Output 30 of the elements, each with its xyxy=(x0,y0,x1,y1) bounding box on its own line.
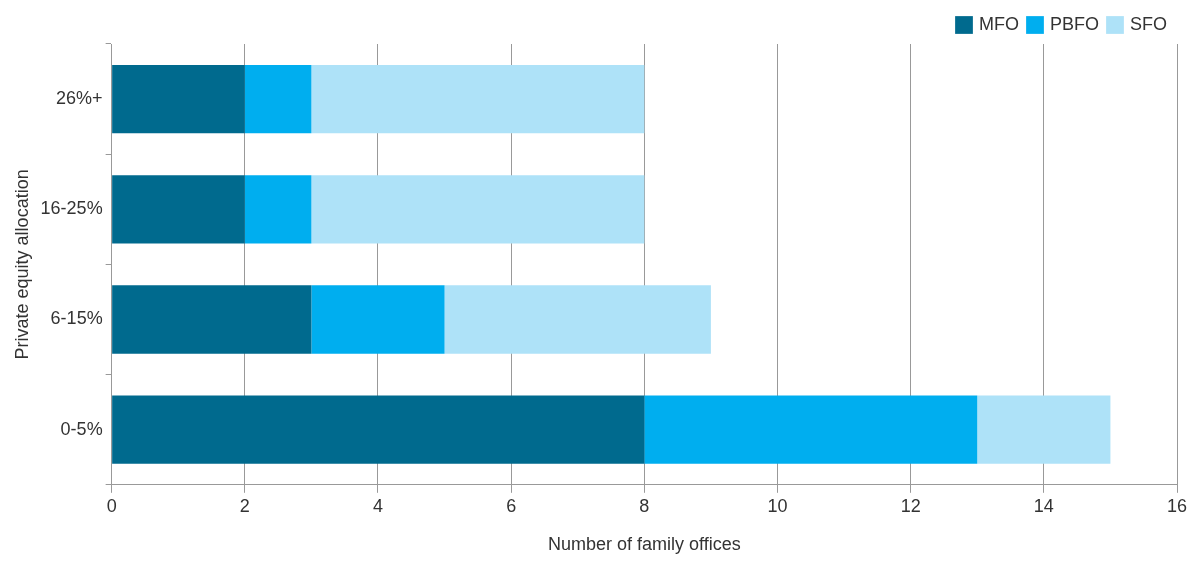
x-tick-label: 8 xyxy=(639,495,650,516)
bar xyxy=(112,395,645,464)
legend-label: MFO xyxy=(979,13,1019,34)
x-tick-label: 2 xyxy=(239,495,250,516)
x-tick-label: 12 xyxy=(900,495,921,516)
x-tick-label: 14 xyxy=(1033,495,1054,516)
x-tick-label: 4 xyxy=(372,495,383,516)
x-tick-label: 0 xyxy=(106,495,117,516)
x-axis-title: Number of family offices xyxy=(547,534,741,555)
bar xyxy=(311,175,645,244)
bar xyxy=(311,285,445,354)
y-tick-label: 16-25% xyxy=(40,198,103,219)
x-tick-label: 6 xyxy=(506,495,517,516)
bar xyxy=(244,175,312,244)
y-axis-title: Private equity allocation xyxy=(11,169,32,360)
bar xyxy=(112,285,312,354)
x-tick-label: 10 xyxy=(767,495,788,516)
legend-label: PBFO xyxy=(1049,13,1100,34)
bar xyxy=(112,64,245,134)
y-tick-label: 0-5% xyxy=(60,418,103,439)
bar xyxy=(112,175,245,244)
y-tick-label: 6-15% xyxy=(50,308,103,329)
bar xyxy=(444,285,711,354)
x-tick-label: 16 xyxy=(1166,495,1188,516)
bar xyxy=(977,395,1111,464)
bar xyxy=(244,64,312,134)
bar xyxy=(644,395,978,464)
bar xyxy=(311,64,645,134)
legend-label: SFO xyxy=(1130,13,1168,34)
y-tick-label: 26%+ xyxy=(56,88,103,109)
